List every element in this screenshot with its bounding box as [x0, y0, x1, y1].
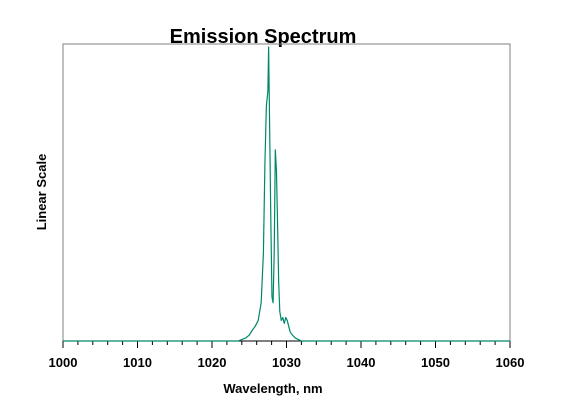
- x-axis-ticks: [62, 340, 511, 348]
- spectrum-series-line: [63, 46, 510, 342]
- x-tick-label: 1060: [496, 355, 525, 370]
- x-axis-label: Wavelength, nm: [223, 381, 322, 396]
- x-axis-tick-labels: 1000 1010 1020 1030 1040 1050 1060: [49, 355, 525, 370]
- x-tick-label: 1030: [272, 355, 301, 370]
- x-tick-label: 1040: [347, 355, 376, 370]
- chart-title: Emission Spectrum: [170, 26, 357, 48]
- x-tick-label: 1010: [123, 355, 152, 370]
- plot-frame: [62, 43, 511, 342]
- y-axis-label: Linear Scale: [34, 154, 49, 231]
- x-tick-label: 1000: [49, 355, 78, 370]
- x-tick-label: 1020: [198, 355, 227, 370]
- x-tick-label: 1050: [421, 355, 450, 370]
